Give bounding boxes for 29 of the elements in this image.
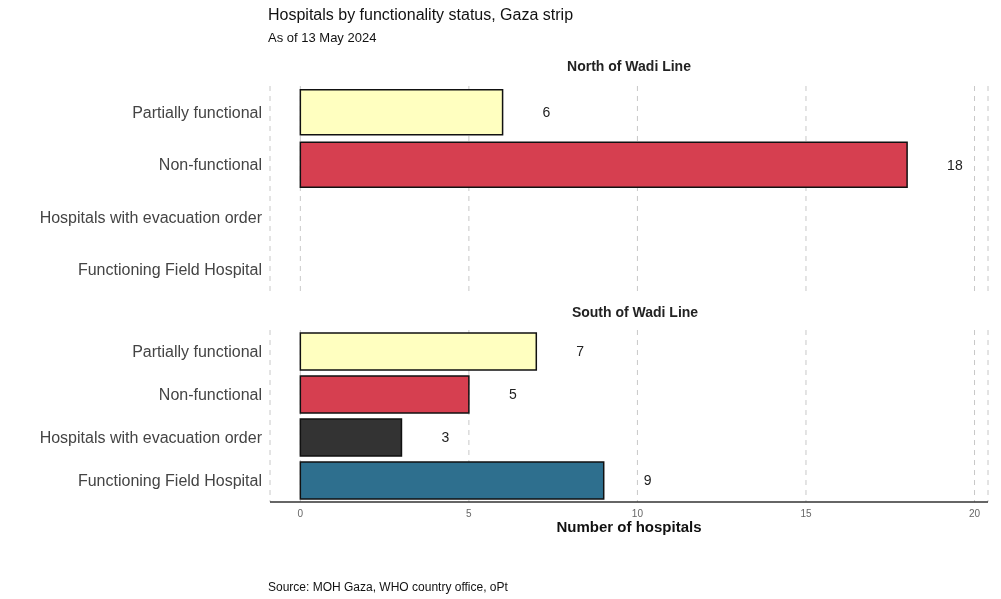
bar [299,461,605,500]
bar [299,375,470,414]
y-tick-label: Functioning Field Hospital [77,472,262,490]
y-tick-label: Partially functional [132,343,262,361]
x-tick-label: 5 [466,508,473,520]
y-tick-label: Hospitals with evacuation order [39,208,263,226]
data-label: 6 [542,104,551,121]
x-tick-label: 0 [297,508,304,520]
x-axis-title: Number of hospitals [556,518,702,535]
y-tick-label: Partially functional [132,103,262,121]
y-tick-label: Hospitals with evacuation order [39,429,263,447]
data-label: 5 [508,386,517,403]
y-tick-label: Non-functional [158,156,262,174]
y-tick-label: Non-functional [158,386,262,404]
data-label: 18 [947,156,963,173]
x-tick-label: 10 [631,508,644,520]
data-label: 9 [643,472,652,489]
chart-title: South of Wadi Line [570,304,700,320]
data-label: 7 [576,343,585,360]
bar [299,332,538,371]
x-tick-label: 20 [968,508,981,520]
text: North of Wadi Line [566,58,692,74]
chart-subtitle: As of 13 May 2024 [268,30,377,45]
x-tick-label: 15 [800,508,812,520]
chart-title: Hospitals by functionality status, Gaza strip [268,6,574,24]
y-tick-label: Functioning Field Hospital [77,261,262,279]
bar [299,418,403,457]
data-label: 3 [441,429,450,446]
source-note: Source: MOH Gaza, WHO country office, oPt [268,580,508,594]
